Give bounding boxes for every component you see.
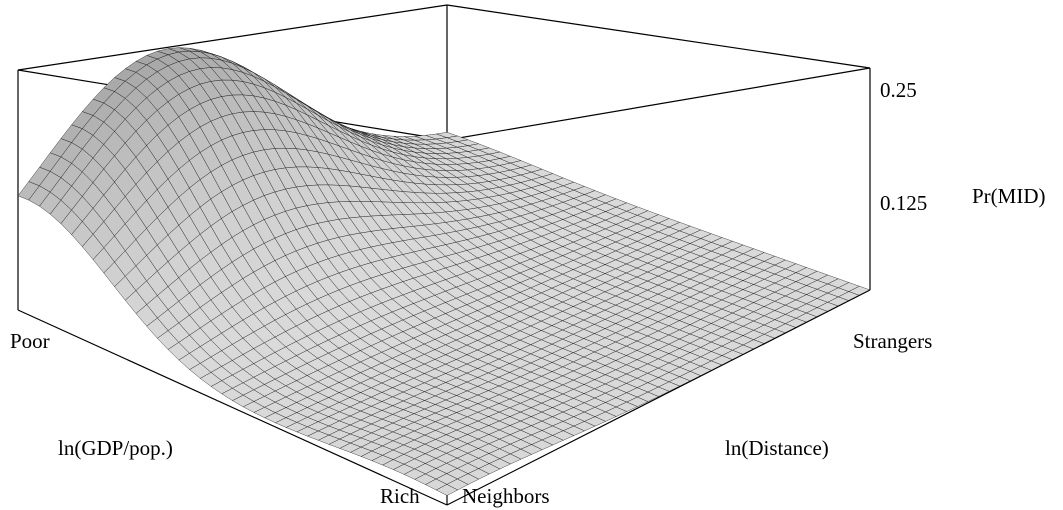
x-end-label-rich: Rich — [380, 484, 420, 508]
surface-patch — [435, 484, 458, 496]
z-axis-label: Pr(MID) — [972, 184, 1046, 208]
floor-edges — [17, 289, 871, 506]
z-tick-label-mid: 0.125 — [880, 191, 927, 215]
y-end-label-neighbors: Neighbors — [462, 484, 550, 508]
x-axis-label: ln(GDP/pop.) — [58, 436, 173, 460]
y-axis-label: ln(Distance) — [725, 436, 829, 460]
z-tick-label-max: 0.25 — [880, 78, 917, 102]
surface-mesh — [17, 47, 871, 496]
y-end-label-strangers: Strangers — [853, 329, 932, 353]
x-end-label-poor: Poor — [10, 329, 50, 353]
